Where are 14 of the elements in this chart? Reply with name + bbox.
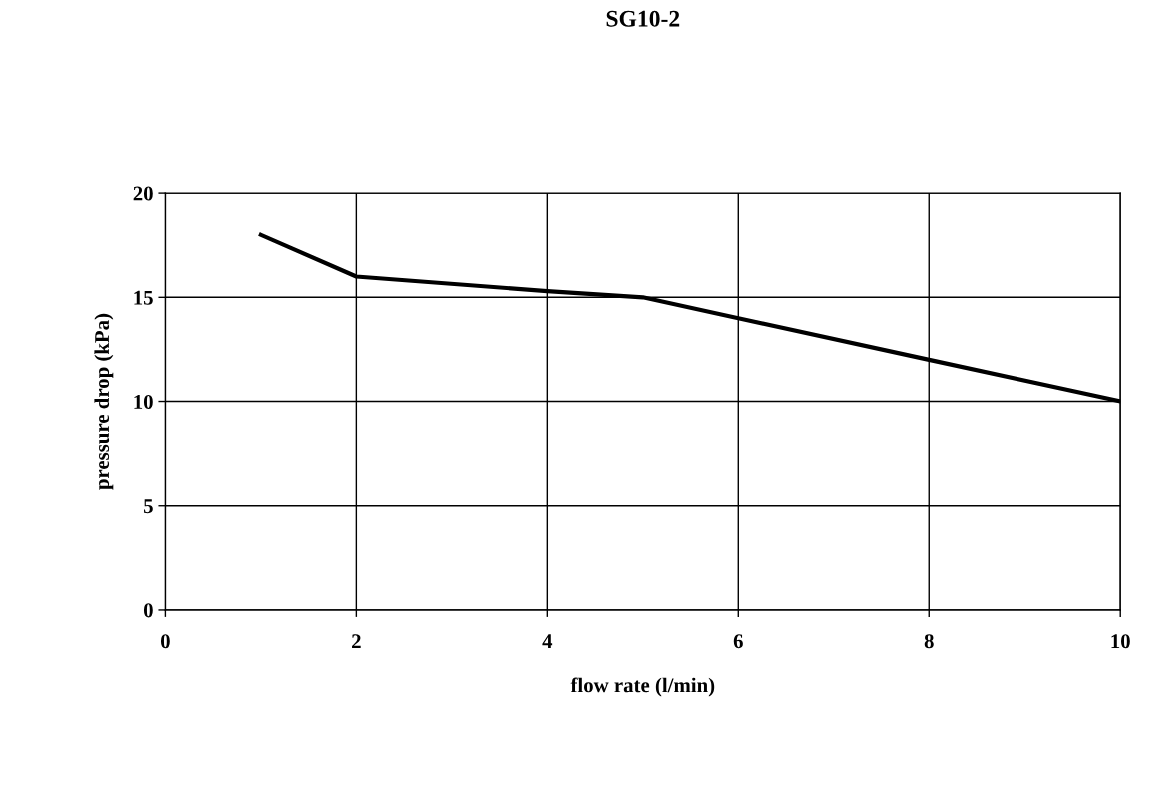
x-tick-label: 4 <box>542 634 553 649</box>
x-tick-label: 8 <box>924 634 934 649</box>
y-axis-title: pressure drop (kPa) <box>94 313 114 490</box>
x-tick-label: 6 <box>733 634 743 649</box>
y-tick-label: 15 <box>134 290 153 305</box>
x-tick-label: 10 <box>1111 634 1130 649</box>
y-tick-label: 10 <box>134 394 153 409</box>
y-tick-label: 5 <box>144 499 153 514</box>
chart-title: SG10-2 <box>606 10 680 27</box>
x-tick-label: 0 <box>160 634 170 649</box>
x-axis-title: flow rate (l/min) <box>570 677 715 697</box>
x-tick-label: 2 <box>352 634 361 649</box>
y-tick-label: 20 <box>133 186 153 201</box>
y-tick-label: 0 <box>143 603 153 618</box>
